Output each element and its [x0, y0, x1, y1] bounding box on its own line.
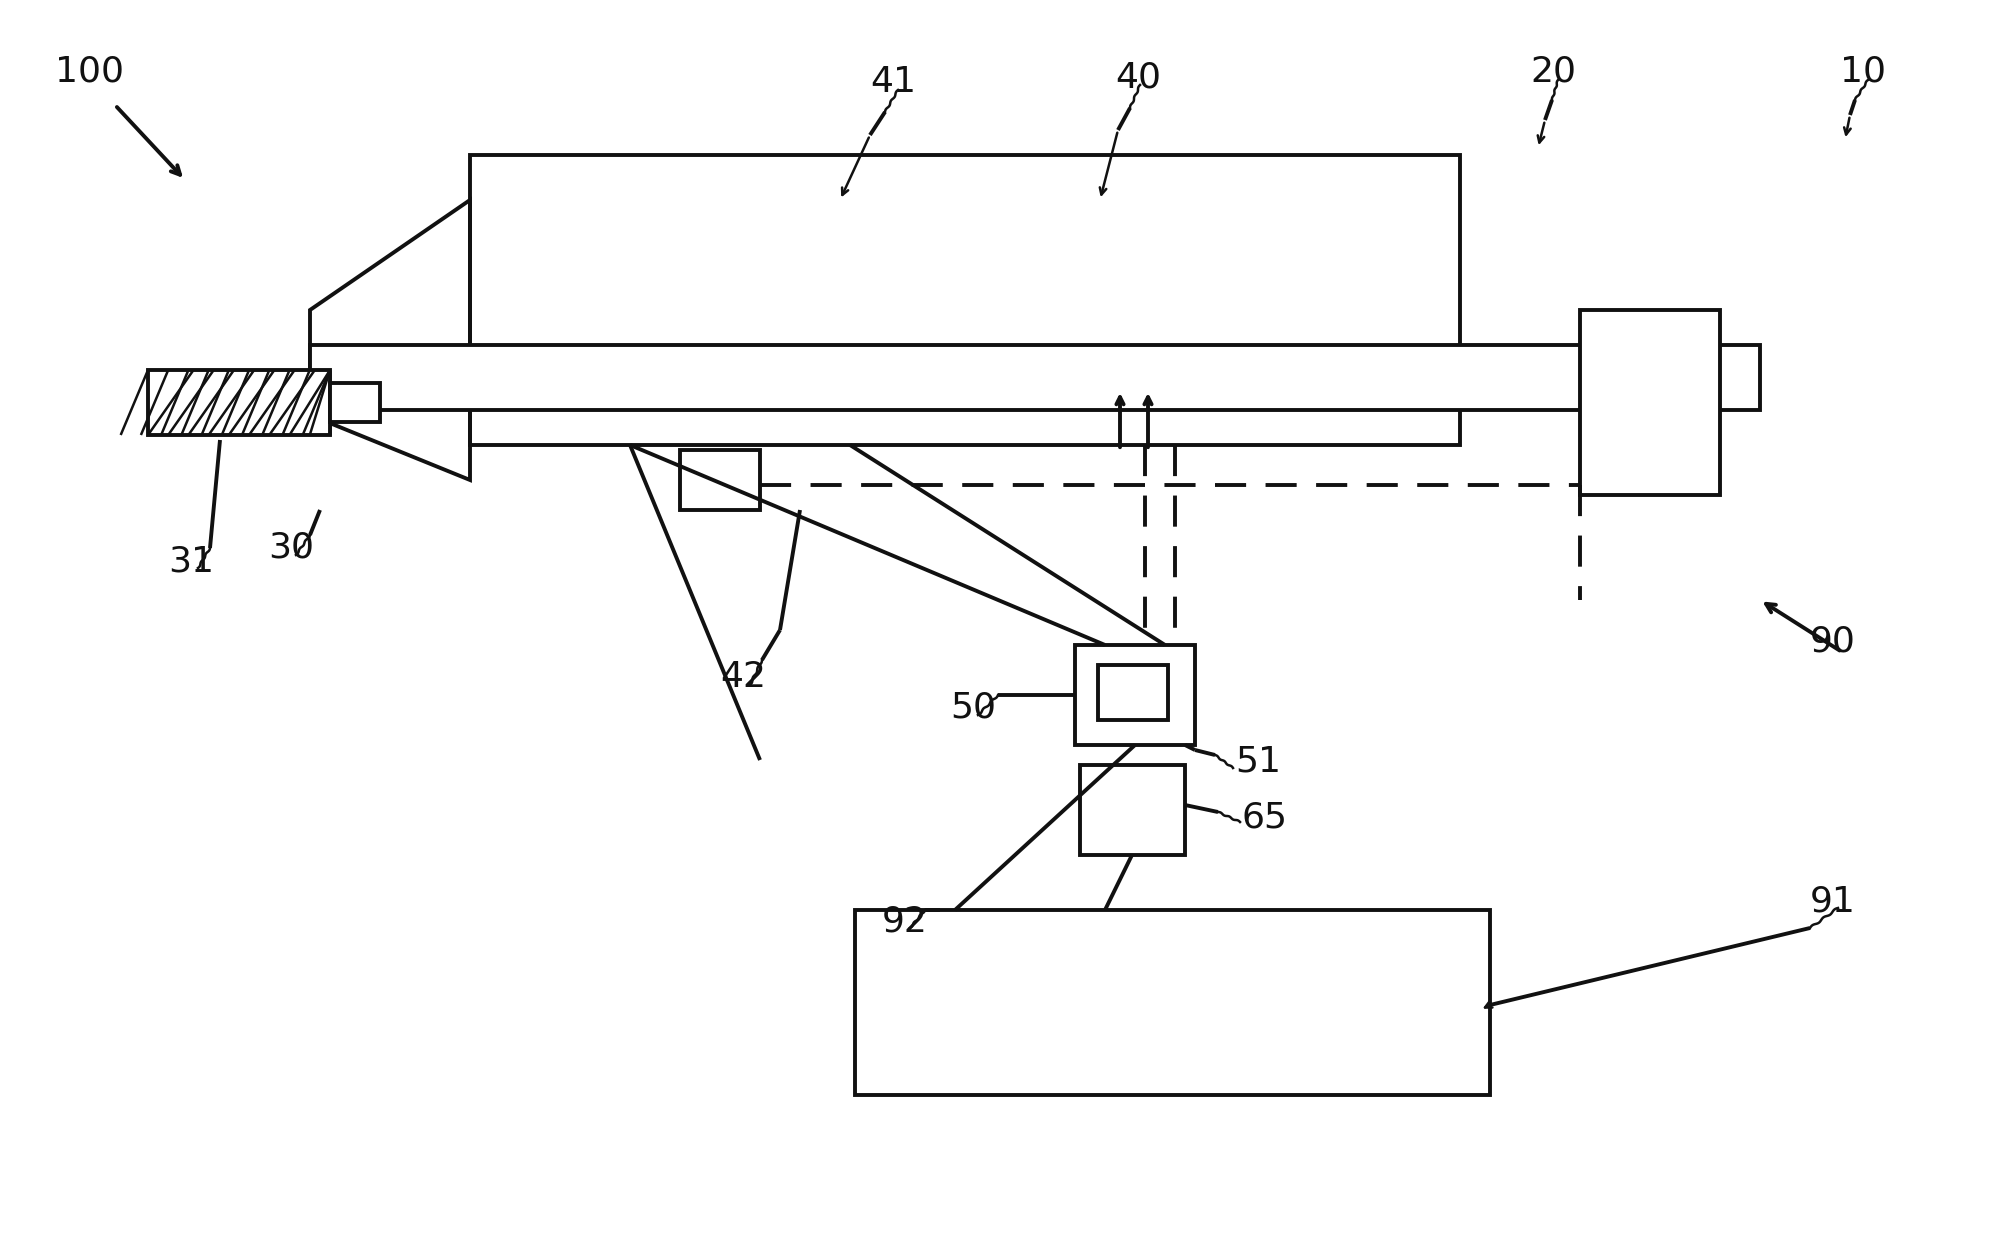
Bar — [679, 450, 759, 510]
Text: 42: 42 — [719, 660, 765, 694]
Bar — [1578, 310, 1718, 495]
Text: 50: 50 — [949, 690, 995, 724]
Bar — [310, 345, 1758, 410]
Bar — [855, 910, 1489, 1095]
Text: 90: 90 — [1808, 625, 1854, 659]
Bar — [1079, 764, 1185, 855]
Bar — [1075, 645, 1195, 745]
Bar — [1097, 665, 1167, 720]
Bar — [330, 383, 380, 422]
Text: 20: 20 — [1528, 55, 1574, 89]
Text: 100: 100 — [56, 55, 124, 89]
Text: 40: 40 — [1115, 60, 1161, 94]
Text: 41: 41 — [869, 65, 915, 99]
Text: 91: 91 — [1808, 885, 1854, 920]
Text: 10: 10 — [1838, 55, 1884, 89]
Text: 51: 51 — [1235, 745, 1281, 779]
Bar — [470, 155, 1459, 446]
Text: 92: 92 — [881, 905, 927, 939]
Text: 31: 31 — [168, 545, 214, 580]
Text: 65: 65 — [1241, 800, 1287, 834]
Bar — [148, 370, 330, 436]
Text: 30: 30 — [268, 530, 314, 563]
